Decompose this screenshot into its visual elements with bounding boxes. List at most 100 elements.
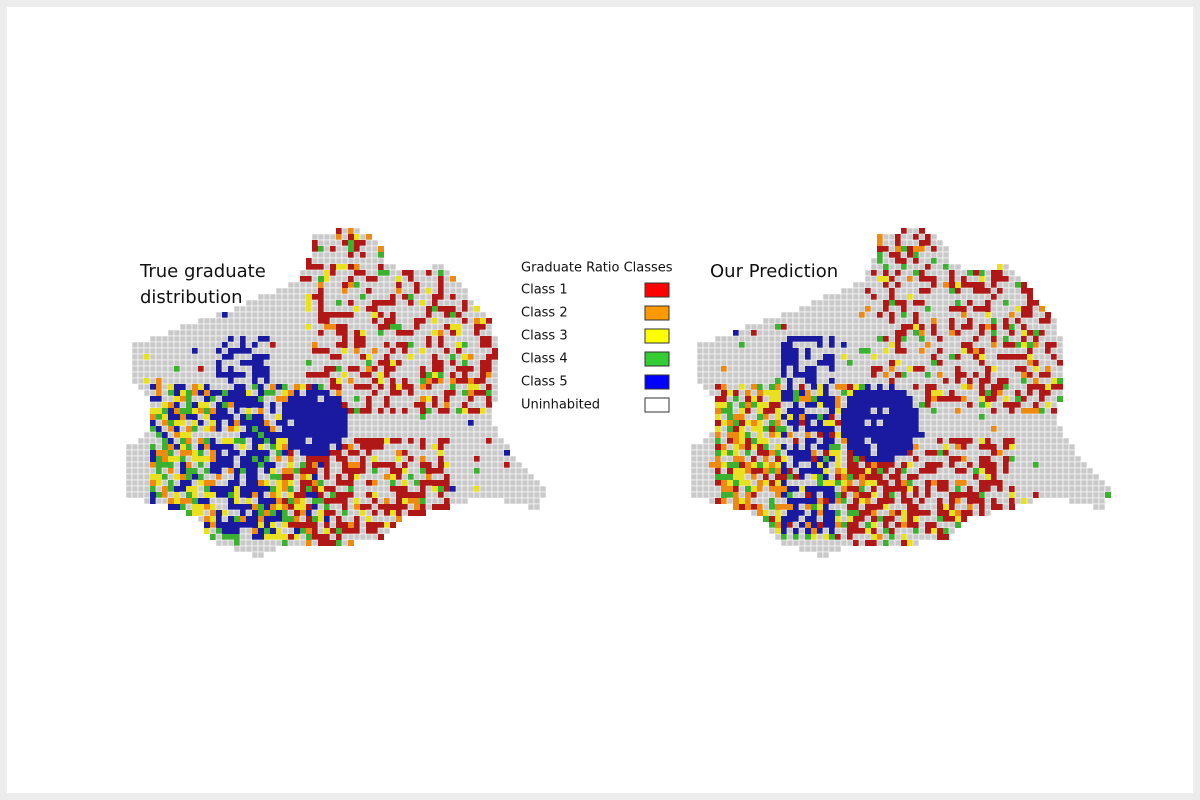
map-cell — [336, 492, 342, 498]
map-cell — [979, 348, 985, 354]
map-cell — [727, 432, 733, 438]
map-cell — [425, 503, 433, 511]
map-cell — [389, 455, 397, 463]
map-cell — [919, 432, 925, 438]
map-cell — [407, 365, 415, 373]
map-cell — [979, 384, 985, 390]
map-cell — [781, 492, 787, 498]
map-cell — [341, 257, 349, 265]
map-cell — [871, 414, 877, 420]
map-cell — [437, 353, 445, 361]
map-cell — [444, 486, 450, 492]
map-cell — [864, 377, 872, 385]
map-cell — [365, 245, 373, 253]
map-cell — [805, 468, 811, 474]
map-cell — [204, 504, 210, 510]
map-cell — [991, 384, 997, 390]
map-cell — [161, 383, 169, 391]
map-cell — [696, 467, 704, 475]
map-cell — [841, 468, 847, 474]
map-cell — [1074, 485, 1082, 493]
map-cell — [1044, 437, 1052, 445]
map-cell — [1020, 383, 1028, 391]
map-cell — [942, 299, 950, 307]
map-cell — [810, 323, 818, 331]
map-cell — [210, 492, 216, 498]
map-cell — [389, 329, 397, 337]
map-cell — [239, 425, 247, 433]
map-cell — [865, 306, 871, 312]
map-cell — [330, 378, 336, 384]
map-cell — [895, 246, 901, 252]
map-cell — [197, 341, 205, 349]
map-cell — [781, 390, 787, 396]
map-cell — [462, 378, 468, 384]
map-cell — [366, 528, 372, 534]
map-cell — [197, 431, 205, 439]
map-cell — [906, 227, 914, 235]
map-cell — [955, 396, 961, 402]
map-cell — [299, 335, 307, 343]
map-cell — [269, 299, 277, 307]
map-cell — [317, 365, 325, 373]
map-cell — [996, 359, 1004, 367]
map-cell — [936, 251, 944, 259]
map-cell — [901, 462, 907, 468]
map-cell — [306, 384, 312, 390]
map-cell — [715, 462, 721, 468]
map-cell — [930, 239, 938, 247]
map-cell — [210, 444, 216, 450]
map-cell — [515, 473, 523, 481]
map-cell — [1039, 306, 1045, 312]
map-cell — [744, 329, 752, 337]
map-cell — [365, 455, 373, 463]
map-cell — [420, 402, 426, 408]
map-cell — [420, 348, 426, 354]
map-cell — [420, 366, 426, 372]
map-cell — [1038, 431, 1046, 439]
map-cell — [924, 455, 932, 463]
map-cell — [991, 282, 997, 288]
map-cell — [781, 444, 787, 450]
map-cell — [1033, 330, 1039, 336]
map-cell — [757, 462, 763, 468]
map-cell — [702, 491, 710, 499]
map-cell — [996, 317, 1004, 325]
map-cell — [978, 371, 986, 379]
map-cell — [462, 390, 468, 396]
map-cell — [330, 438, 336, 444]
map-cell — [473, 437, 481, 445]
map-cell — [991, 462, 997, 468]
map-cell — [900, 455, 908, 463]
map-cell — [787, 486, 793, 492]
map-cell — [443, 371, 451, 379]
map-cell — [858, 335, 866, 343]
map-cell — [396, 330, 402, 336]
map-cell — [1032, 323, 1040, 331]
map-cell — [384, 462, 390, 468]
map-cell — [972, 383, 980, 391]
map-cell — [936, 467, 944, 475]
map-cell — [131, 461, 139, 469]
map-cell — [931, 528, 937, 534]
map-cell — [426, 372, 432, 378]
map-cell — [413, 455, 421, 463]
map-cell — [348, 492, 354, 498]
map-cell — [179, 401, 187, 409]
map-cell — [1014, 461, 1022, 469]
map-cell — [870, 449, 878, 457]
map-cell — [930, 503, 938, 511]
map-cell — [443, 341, 451, 349]
map-cell — [233, 335, 241, 343]
map-cell — [931, 522, 937, 528]
map-cell — [473, 341, 481, 349]
map-cell — [925, 510, 931, 516]
map-cell — [805, 450, 811, 456]
map-cell — [804, 359, 812, 367]
map-cell — [233, 341, 241, 349]
map-cell — [787, 492, 793, 498]
map-cell — [918, 527, 926, 535]
map-cell — [798, 431, 806, 439]
map-cell — [1008, 431, 1016, 439]
map-cell — [161, 347, 169, 355]
